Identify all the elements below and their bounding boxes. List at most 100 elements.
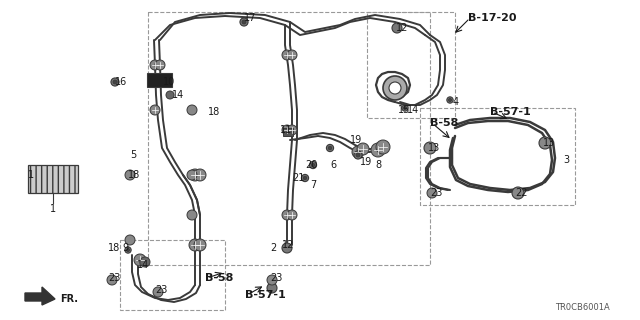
Circle shape bbox=[113, 80, 117, 84]
Text: 8: 8 bbox=[375, 160, 381, 170]
Text: 23: 23 bbox=[108, 273, 120, 283]
Circle shape bbox=[187, 170, 197, 180]
Circle shape bbox=[187, 210, 197, 220]
Circle shape bbox=[309, 161, 317, 169]
Circle shape bbox=[107, 275, 117, 285]
Text: 19: 19 bbox=[350, 135, 362, 145]
Circle shape bbox=[389, 82, 401, 94]
Text: 22: 22 bbox=[515, 188, 527, 198]
Circle shape bbox=[282, 210, 292, 220]
Circle shape bbox=[539, 137, 551, 149]
Circle shape bbox=[287, 125, 297, 135]
Text: 10: 10 bbox=[163, 77, 175, 87]
Circle shape bbox=[127, 248, 129, 252]
Text: 23: 23 bbox=[155, 285, 168, 295]
Circle shape bbox=[150, 105, 160, 115]
Bar bbox=[367, 12, 455, 118]
Text: 18: 18 bbox=[208, 107, 220, 117]
Circle shape bbox=[303, 176, 307, 180]
Text: 13: 13 bbox=[428, 143, 440, 153]
Circle shape bbox=[328, 146, 332, 150]
Circle shape bbox=[140, 257, 150, 267]
Text: B-57-1: B-57-1 bbox=[490, 107, 531, 117]
Circle shape bbox=[240, 18, 248, 26]
Text: B-57-1: B-57-1 bbox=[245, 290, 285, 300]
Circle shape bbox=[402, 105, 408, 111]
Circle shape bbox=[326, 144, 333, 152]
Text: 14: 14 bbox=[407, 105, 419, 115]
Circle shape bbox=[189, 169, 201, 181]
Circle shape bbox=[166, 91, 174, 99]
Bar bbox=[420, 108, 575, 205]
Text: B-58: B-58 bbox=[430, 118, 458, 128]
Circle shape bbox=[287, 50, 297, 60]
Circle shape bbox=[356, 153, 360, 157]
Text: 5: 5 bbox=[130, 150, 136, 160]
Text: 20: 20 bbox=[305, 160, 317, 170]
Circle shape bbox=[311, 163, 315, 167]
Text: 1: 1 bbox=[50, 204, 56, 214]
Circle shape bbox=[187, 105, 197, 115]
Circle shape bbox=[267, 283, 277, 293]
Text: 1: 1 bbox=[28, 170, 34, 180]
Text: 23: 23 bbox=[430, 188, 442, 198]
Text: 14: 14 bbox=[137, 260, 149, 270]
Circle shape bbox=[371, 143, 385, 157]
Circle shape bbox=[111, 78, 119, 86]
Text: 3: 3 bbox=[563, 155, 569, 165]
Circle shape bbox=[447, 97, 453, 103]
Text: 19: 19 bbox=[360, 157, 372, 167]
Text: 11: 11 bbox=[280, 125, 292, 135]
Circle shape bbox=[194, 169, 206, 181]
Circle shape bbox=[449, 99, 452, 101]
Circle shape bbox=[125, 247, 131, 253]
Bar bbox=[148, 12, 430, 265]
Circle shape bbox=[282, 125, 292, 135]
Circle shape bbox=[427, 188, 437, 198]
Text: 13: 13 bbox=[543, 138, 556, 148]
Circle shape bbox=[150, 60, 160, 70]
Circle shape bbox=[194, 239, 206, 251]
Text: 23: 23 bbox=[270, 273, 282, 283]
Bar bbox=[149, 75, 167, 85]
Circle shape bbox=[403, 107, 406, 109]
Circle shape bbox=[424, 142, 436, 154]
Circle shape bbox=[352, 146, 364, 158]
Bar bbox=[120, 240, 225, 310]
Bar bbox=[28, 165, 78, 193]
Text: 18: 18 bbox=[128, 170, 140, 180]
Circle shape bbox=[392, 23, 402, 33]
Text: 4: 4 bbox=[453, 97, 459, 107]
Circle shape bbox=[354, 151, 362, 159]
Circle shape bbox=[134, 254, 146, 266]
Circle shape bbox=[242, 20, 246, 24]
Text: 9: 9 bbox=[122, 243, 128, 253]
Text: 17: 17 bbox=[244, 13, 257, 23]
Circle shape bbox=[125, 235, 135, 245]
Circle shape bbox=[282, 50, 292, 60]
Text: B-58: B-58 bbox=[205, 273, 234, 283]
Circle shape bbox=[383, 76, 407, 100]
Circle shape bbox=[301, 174, 308, 181]
Bar bbox=[283, 128, 293, 136]
Text: 7: 7 bbox=[310, 180, 316, 190]
Text: 12: 12 bbox=[282, 240, 294, 250]
Circle shape bbox=[512, 187, 524, 199]
Circle shape bbox=[153, 287, 163, 297]
Circle shape bbox=[189, 239, 201, 251]
Text: TR0CB6001A: TR0CB6001A bbox=[556, 303, 610, 312]
Text: 12: 12 bbox=[396, 23, 408, 33]
Bar bbox=[147, 73, 172, 87]
Text: 2: 2 bbox=[270, 243, 276, 253]
Circle shape bbox=[287, 210, 297, 220]
Text: 18: 18 bbox=[108, 243, 120, 253]
Circle shape bbox=[282, 243, 292, 253]
Circle shape bbox=[155, 60, 165, 70]
Circle shape bbox=[125, 170, 135, 180]
Polygon shape bbox=[25, 287, 55, 305]
Text: 15: 15 bbox=[398, 105, 410, 115]
Circle shape bbox=[376, 140, 390, 154]
Text: 14: 14 bbox=[172, 90, 184, 100]
Circle shape bbox=[267, 275, 277, 285]
Text: 21: 21 bbox=[292, 173, 305, 183]
